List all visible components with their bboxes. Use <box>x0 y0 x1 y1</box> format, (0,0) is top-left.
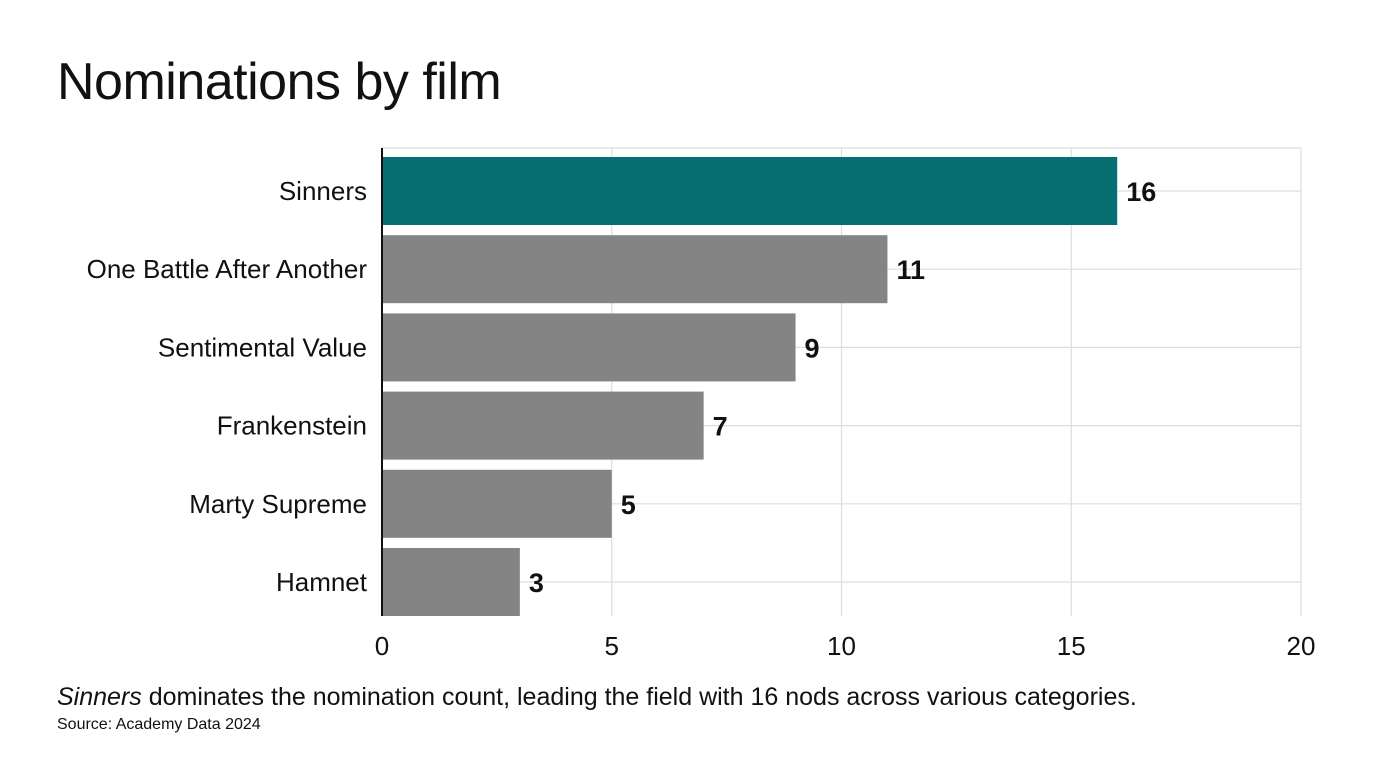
source-note: Source: Academy Data 2024 <box>57 716 261 733</box>
bar <box>382 391 704 460</box>
chart-title: Nominations by film <box>57 53 502 111</box>
value-label: 3 <box>529 568 544 598</box>
x-tick-label: 10 <box>827 631 856 661</box>
x-tick-label: 20 <box>1287 631 1316 661</box>
caption-text: dominates the nomination count, leading … <box>141 683 1137 711</box>
chart-caption: Sinners dominates the nomination count, … <box>57 681 1137 713</box>
category-label: Hamnet <box>276 567 368 597</box>
bar <box>382 235 888 304</box>
x-tick-label: 15 <box>1057 631 1086 661</box>
value-label: 7 <box>713 412 728 442</box>
labels: 0 5 10 15 20 Sinners 16 One Battle After Anothe… <box>87 176 1316 661</box>
category-label: One Battle After Another <box>87 254 368 284</box>
category-label: Sinners <box>279 176 367 206</box>
x-tick-label: 0 <box>375 631 389 661</box>
value-label: 11 <box>896 255 925 285</box>
bars <box>382 157 1118 616</box>
value-label: 9 <box>805 333 820 363</box>
bar <box>382 548 520 616</box>
bar <box>382 313 796 382</box>
bar <box>382 157 1118 225</box>
x-tick-label: 5 <box>605 631 619 661</box>
category-label: Frankenstein <box>217 411 367 441</box>
value-label: 16 <box>1126 177 1156 207</box>
category-label: Sentimental Value <box>158 332 367 362</box>
category-label: Marty Supreme <box>189 489 367 519</box>
caption-emphasis: Sinners <box>57 683 142 711</box>
bar <box>382 469 612 538</box>
value-label: 5 <box>621 490 636 520</box>
